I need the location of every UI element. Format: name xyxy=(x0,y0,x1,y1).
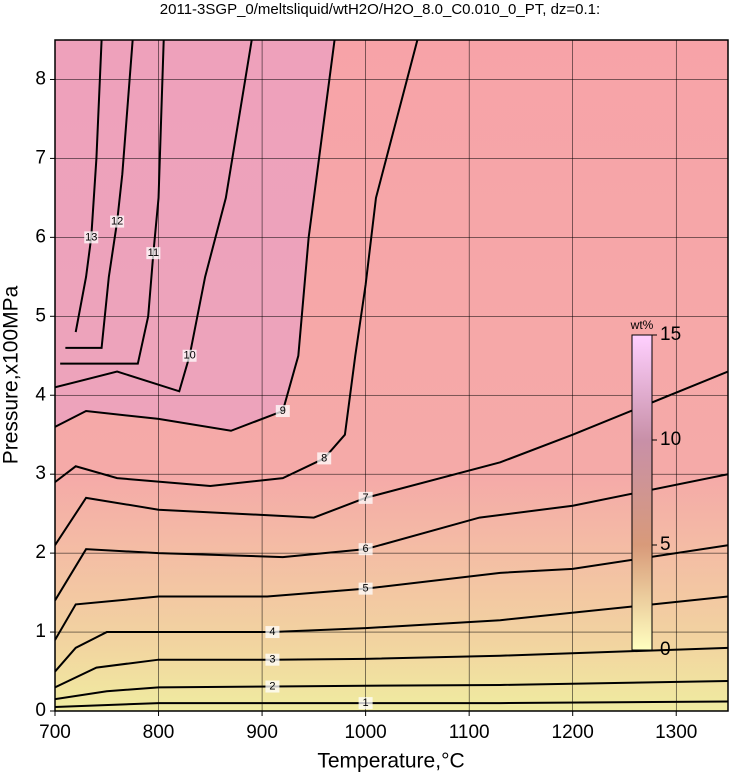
contour-label: 8 xyxy=(321,452,327,464)
contour-label-bg xyxy=(265,626,280,639)
contour-label: 5 xyxy=(363,583,369,595)
y-tick-label: 8 xyxy=(35,68,46,89)
contour-label: 10 xyxy=(183,350,195,362)
contour-label: 4 xyxy=(269,626,275,638)
x-tick-label: 1300 xyxy=(655,722,697,743)
y-tick-label: 2 xyxy=(35,542,46,563)
x-tick-label: 1200 xyxy=(552,722,594,743)
contour-label: 1 xyxy=(363,697,369,709)
y-tick-label: 0 xyxy=(35,700,46,721)
colorbar-tick-label: 10 xyxy=(660,429,681,450)
contour-label-bg xyxy=(146,247,161,260)
contour-label: 3 xyxy=(269,654,275,666)
chart-title: 2011-3SGP_0/meltsliquid/wtH2O/H2O_8.0_C0… xyxy=(160,1,600,18)
contour-label: 13 xyxy=(85,231,97,243)
contour-label-bg xyxy=(358,543,373,556)
plot-frame xyxy=(54,39,729,712)
x-tick-label: 700 xyxy=(39,722,71,743)
contour-line xyxy=(60,40,165,365)
colorbar-tick-label: 15 xyxy=(660,324,681,345)
contour-line xyxy=(65,40,134,349)
y-tick-label: 4 xyxy=(35,384,46,405)
x-tick-label: 1000 xyxy=(344,722,386,743)
contour-label-bg xyxy=(84,231,99,244)
contour-label-bg xyxy=(265,653,280,666)
x-tick-label: 1100 xyxy=(449,722,490,743)
colorbar-tick-label: 0 xyxy=(660,639,671,660)
contour-label: 6 xyxy=(363,543,369,555)
contour-label-bg xyxy=(358,697,373,710)
y-tick-label: 3 xyxy=(35,463,46,484)
y-tick-label: 7 xyxy=(35,147,46,168)
colorbar-tick-label: 5 xyxy=(660,534,671,555)
y-axis-label: Pressure,x100MPa xyxy=(0,285,23,464)
y-tick-label: 6 xyxy=(35,226,46,247)
x-tick-label: 800 xyxy=(143,722,175,743)
contour-line xyxy=(55,473,728,601)
contour-label-bg xyxy=(110,215,125,228)
contour-label-bg xyxy=(358,491,373,504)
contour-label-bg xyxy=(317,452,332,465)
contour-label-bg xyxy=(265,680,280,693)
contour-label: 12 xyxy=(111,215,123,227)
colorbar xyxy=(631,334,653,651)
contour-label: 11 xyxy=(148,247,159,259)
contour-label: 9 xyxy=(280,405,286,417)
contour-label-bg xyxy=(275,405,290,418)
y-tick-label: 1 xyxy=(35,621,46,642)
contour-label-bg xyxy=(358,582,373,595)
contour-label: 7 xyxy=(363,492,369,504)
contour-line xyxy=(55,370,728,546)
contour-label: 2 xyxy=(269,680,275,692)
x-axis-label: Temperature,°C xyxy=(317,750,464,773)
contour-line xyxy=(55,544,728,641)
x-tick-label: 900 xyxy=(246,722,278,743)
y-tick-label: 5 xyxy=(35,305,46,326)
colorbar-label: wt% xyxy=(630,318,654,332)
contour-label-bg xyxy=(182,349,197,362)
